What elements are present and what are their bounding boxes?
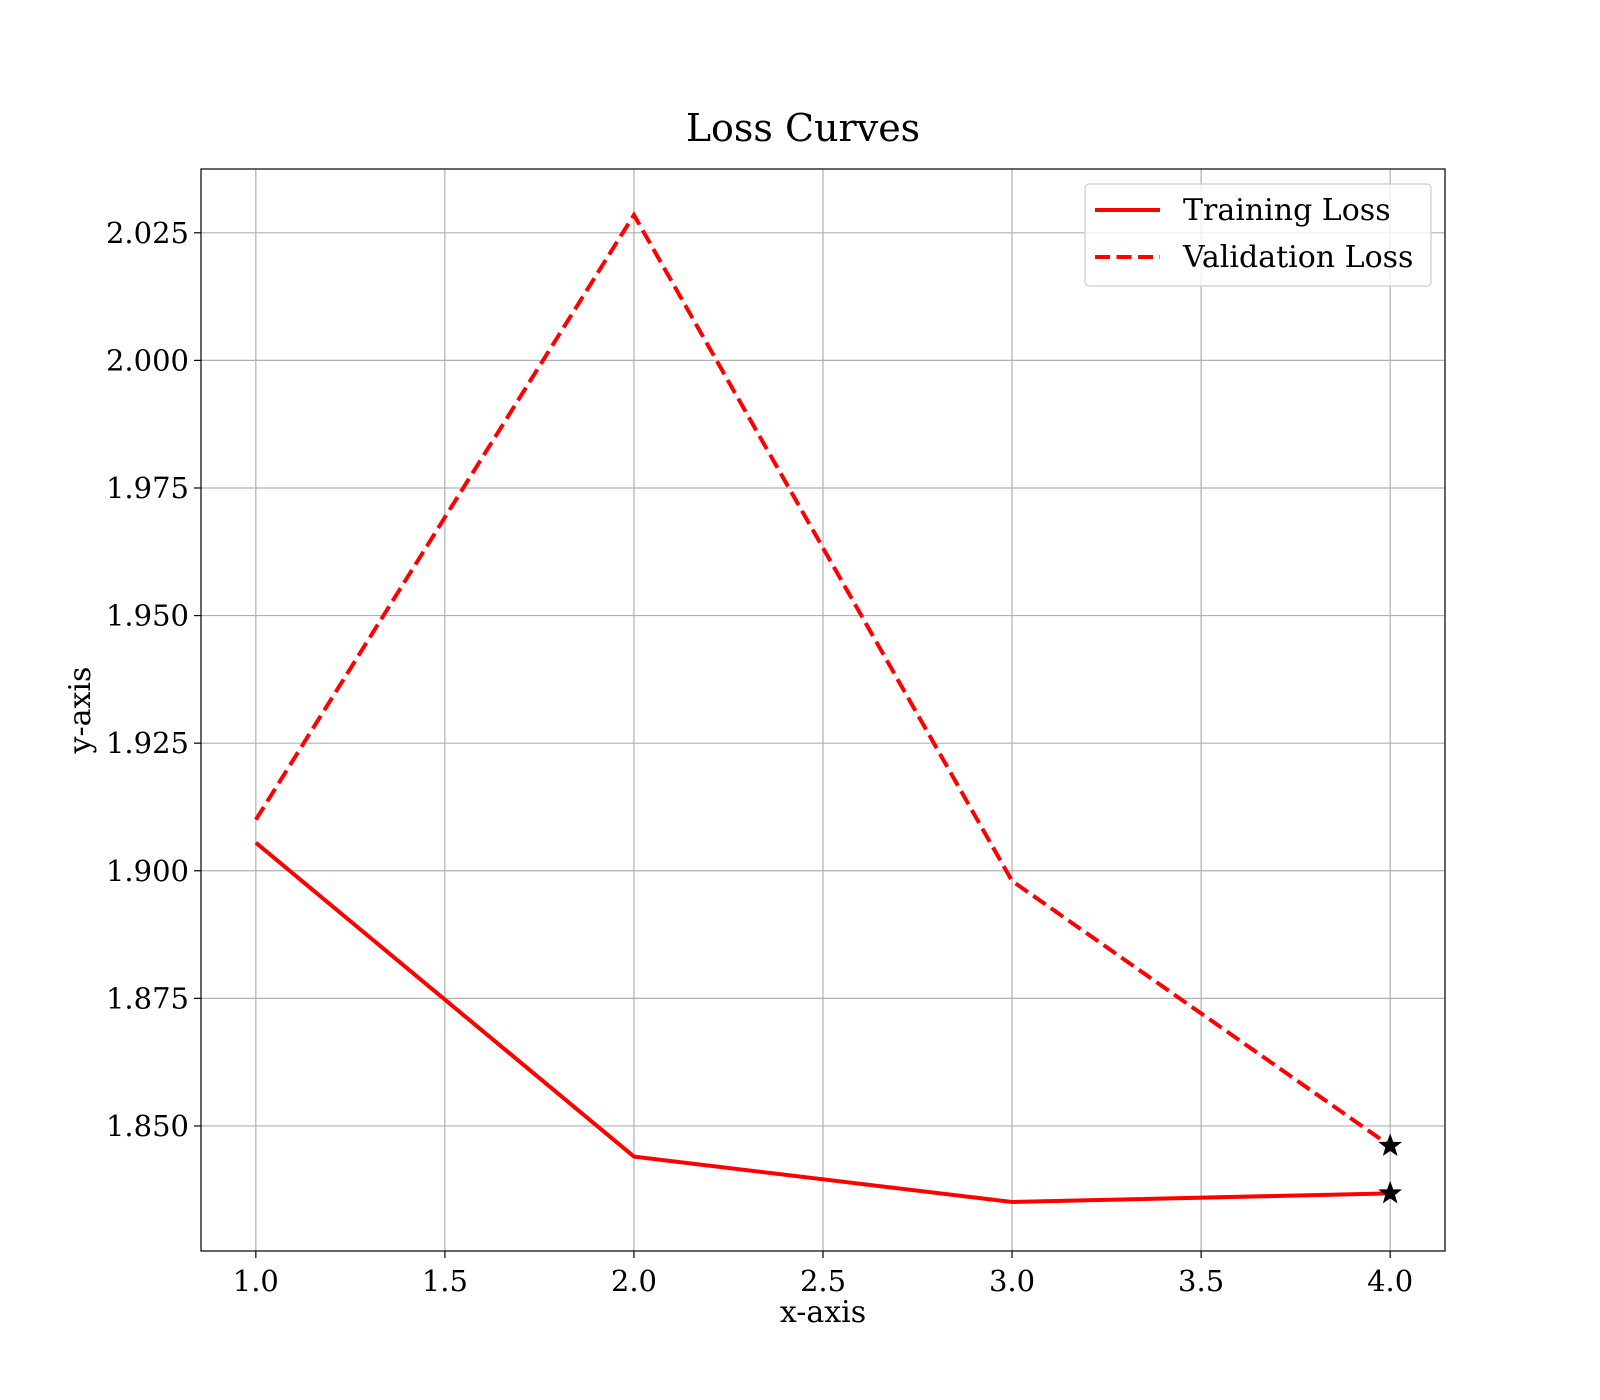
legend-label-validation-loss: Validation Loss bbox=[1182, 240, 1413, 275]
y-tick-label: 2.000 bbox=[106, 343, 189, 377]
y-tick-label: 2.025 bbox=[106, 216, 189, 250]
grid-lines bbox=[201, 169, 1445, 1251]
x-tick-label: 1.5 bbox=[422, 1264, 468, 1298]
y-tick-label: 1.875 bbox=[106, 981, 189, 1015]
y-tick-label: 1.925 bbox=[106, 726, 189, 760]
final-point-star-training-loss bbox=[1378, 1180, 1403, 1204]
series-line-training-loss bbox=[254, 841, 1391, 1205]
final-markers bbox=[1378, 1133, 1403, 1204]
series-lines bbox=[254, 211, 1392, 1205]
y-tick-label: 1.975 bbox=[106, 471, 189, 505]
y-axis-label: y-axis bbox=[63, 667, 98, 755]
x-tick-label: 3.5 bbox=[1178, 1264, 1224, 1298]
y-tick-label: 1.950 bbox=[106, 599, 189, 633]
y-tick-label: 1.850 bbox=[106, 1109, 189, 1143]
legend-label-training-loss: Training Loss bbox=[1183, 193, 1391, 228]
legend: Training Loss Validation Loss bbox=[1084, 183, 1432, 287]
x-tick-label: 3.0 bbox=[989, 1264, 1035, 1298]
legend-box bbox=[1084, 183, 1432, 287]
y-tick-label: 1.900 bbox=[106, 854, 189, 888]
series-line-validation-loss bbox=[254, 211, 1392, 1148]
axis-ticks: 1.0 1.5 2.0 2.5 3.0 3.5 4.0 1.850 1.875 1.900 1.92… bbox=[106, 216, 1413, 1298]
x-tick-label: 2.0 bbox=[611, 1264, 657, 1298]
x-axis-label: x-axis bbox=[780, 1295, 866, 1330]
final-point-star-validation-loss bbox=[1378, 1133, 1403, 1156]
chart-title: Loss Curves bbox=[686, 106, 920, 150]
x-tick-label: 1.0 bbox=[233, 1264, 279, 1298]
x-tick-label: 2.5 bbox=[800, 1264, 846, 1298]
x-tick-label: 4.0 bbox=[1367, 1264, 1413, 1298]
